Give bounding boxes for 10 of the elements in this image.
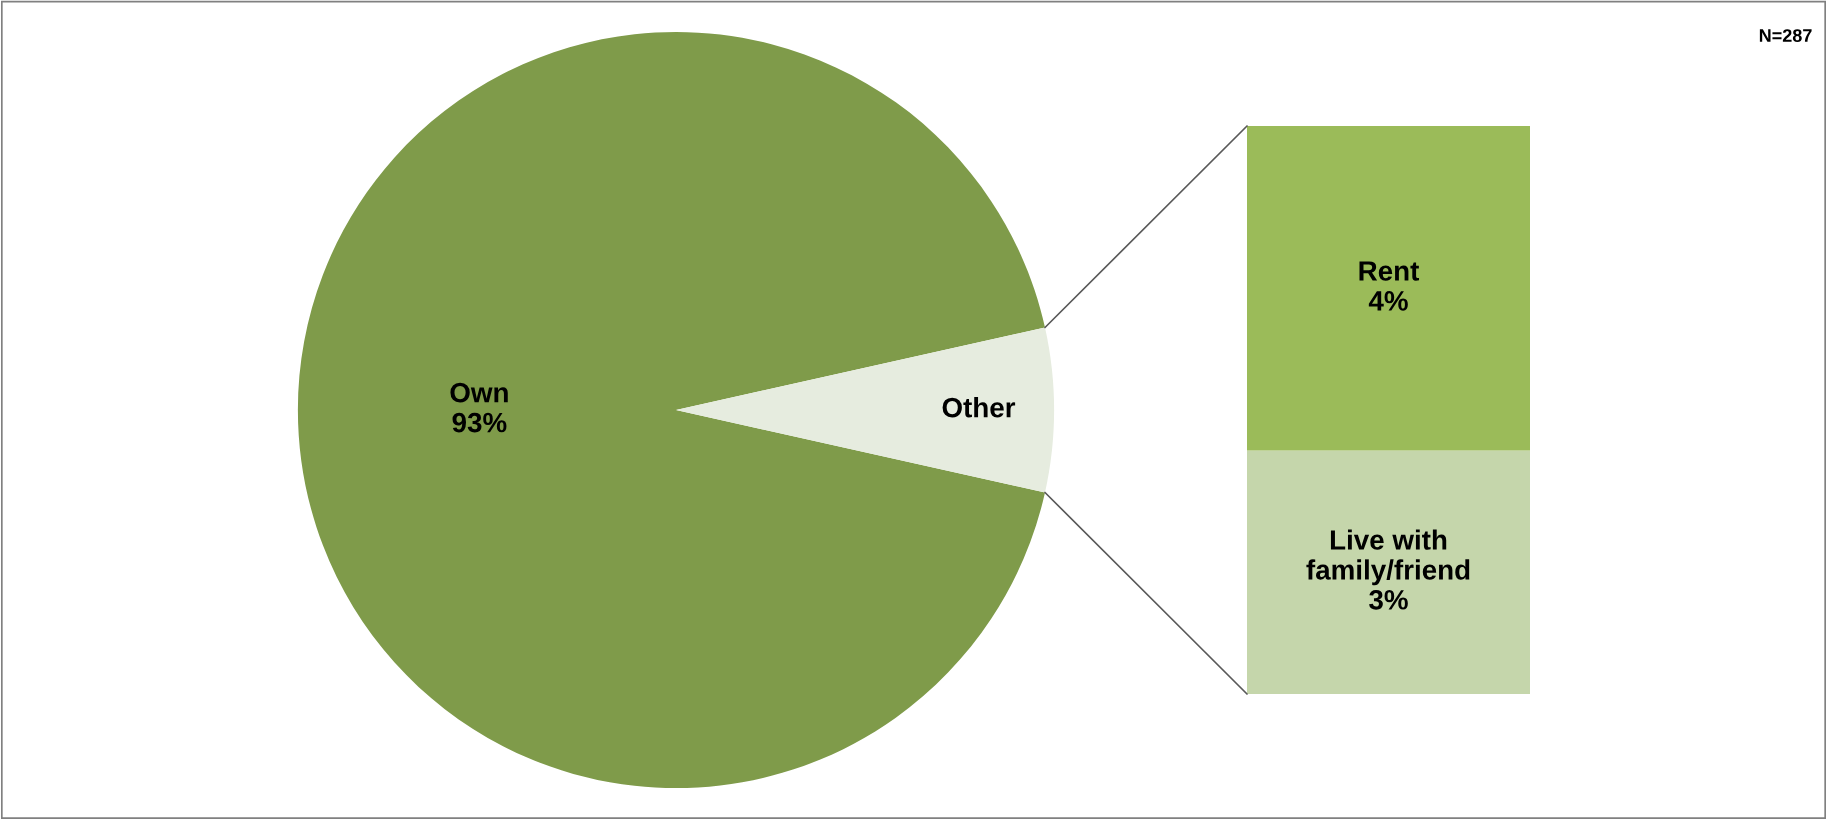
pie-slice	[297, 31, 1045, 789]
series-label: Rent	[1359, 261, 1420, 281]
series-label: Live with family/friend	[1306, 529, 1470, 586]
pie-slice	[676, 327, 1055, 493]
data-label: 93%	[452, 412, 507, 433]
slice-label: Own	[450, 382, 508, 403]
slice-label: Other	[942, 397, 1016, 418]
text: N=287	[1759, 29, 1812, 42]
data-label: 4%	[1368, 291, 1408, 311]
data-label: 3%	[1369, 589, 1408, 610]
